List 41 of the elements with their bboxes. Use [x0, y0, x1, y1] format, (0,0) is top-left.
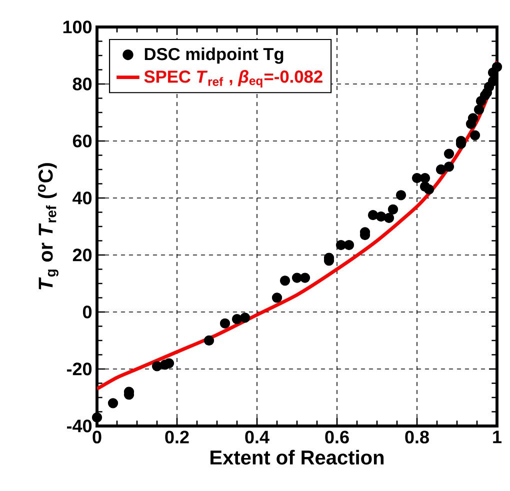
x-tick-label: 1 [493, 430, 502, 444]
point [436, 164, 446, 175]
legend-label: DSC midpoint Tg [144, 47, 284, 64]
point [240, 312, 250, 323]
point [92, 412, 102, 423]
point [424, 184, 434, 195]
point [468, 113, 478, 124]
x-tick-label: 0.6 [325, 430, 349, 444]
point [164, 358, 174, 368]
point [444, 162, 454, 172]
point [492, 62, 502, 72]
y-tick-label: 20 [72, 248, 92, 262]
x-tick-label: 0.4 [245, 430, 270, 444]
x-tick-label: 0.2 [165, 430, 189, 444]
point [280, 276, 290, 286]
y-tick-label: 60 [72, 134, 92, 148]
point [388, 204, 398, 214]
point [396, 190, 406, 200]
point [444, 148, 454, 159]
point [344, 240, 354, 250]
y-tick-label: 80 [72, 78, 92, 90]
x-tick-label: 0 [92, 430, 102, 444]
y-tick-label: -20 [66, 362, 92, 376]
point [470, 130, 480, 140]
y-tick-label: 100 [63, 20, 92, 34]
y-tick-label: 40 [72, 192, 92, 204]
point [204, 335, 214, 346]
point [108, 398, 118, 408]
x-tick-label: 0.8 [405, 430, 429, 444]
point [368, 210, 378, 220]
point [420, 172, 430, 184]
point [384, 212, 394, 224]
point [300, 272, 310, 283]
y-axis-title: T$_{g}$ or T$_{ref}$ ($^{o}$C) [38, 163, 58, 290]
legend-label: SPEC T$_{ref}$ , β$_{eq}$=-0.082 [144, 70, 322, 88]
y-tick-label: 0 [82, 306, 92, 318]
point [220, 318, 230, 328]
point [474, 104, 484, 115]
point [272, 292, 282, 303]
x-axis-title: Extent of Reaction [210, 450, 384, 465]
y-tick-label: -40 [66, 420, 92, 432]
